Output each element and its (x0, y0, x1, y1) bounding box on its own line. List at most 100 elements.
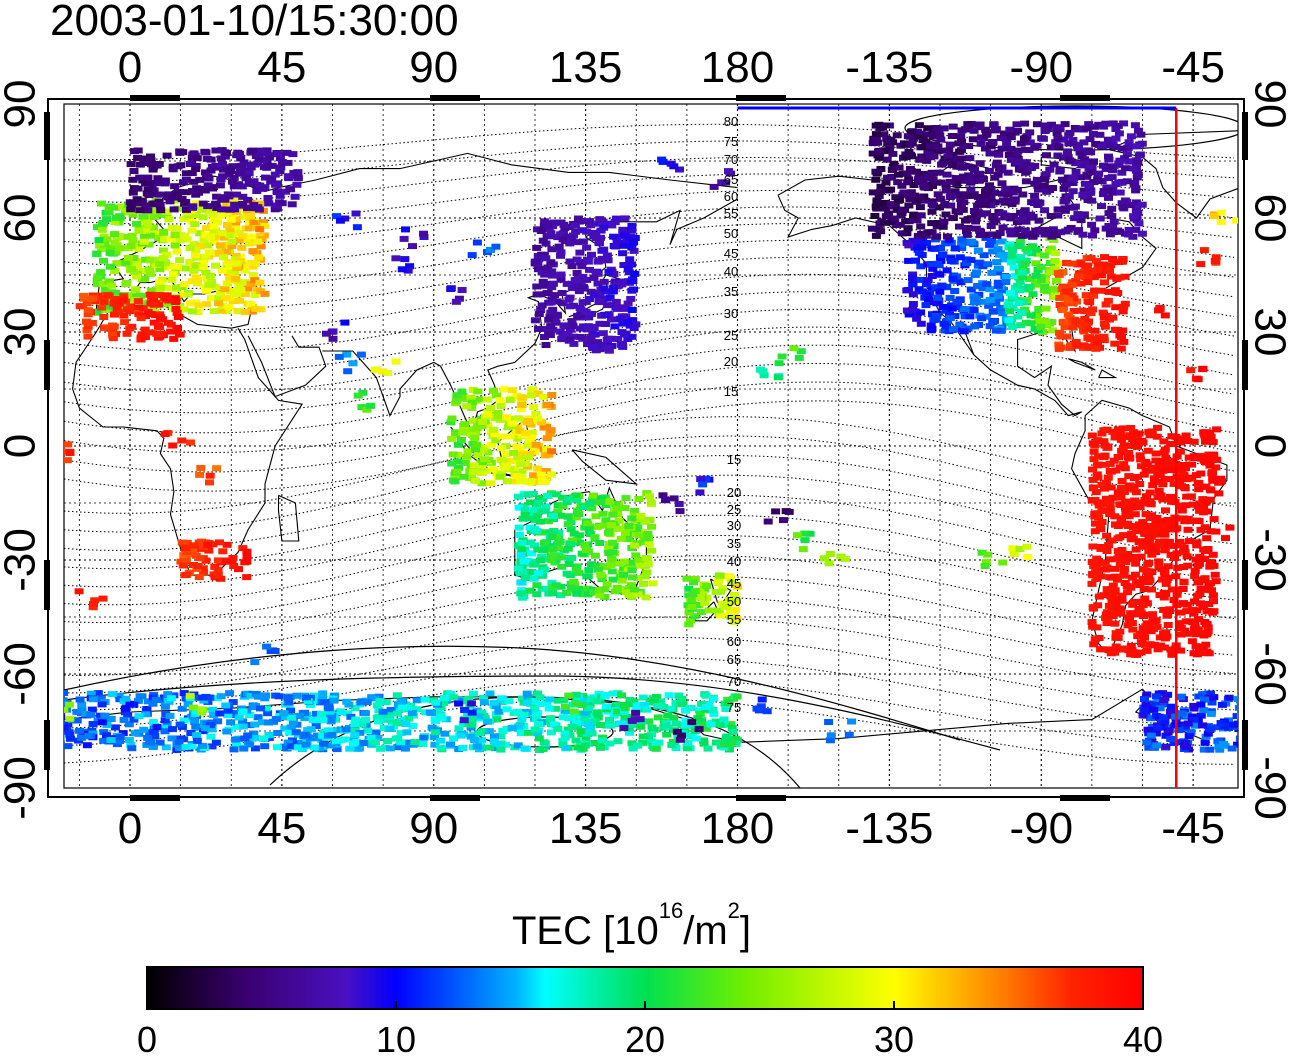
tec-cell (585, 701, 595, 708)
tec-cell (199, 569, 209, 576)
tec-cell (547, 448, 556, 455)
tec-cell (520, 507, 530, 514)
tec-cell (908, 271, 918, 278)
tec-cell (641, 594, 651, 601)
tec-cell (1140, 696, 1149, 702)
tec-cell (447, 460, 457, 467)
tec-cell (1015, 278, 1025, 285)
tec-cell (1004, 299, 1014, 305)
tec-cell (1014, 166, 1024, 173)
tec-cell (629, 586, 639, 593)
tec-cell (656, 698, 666, 705)
tec-cell (1142, 493, 1152, 500)
tec-cell (231, 741, 241, 748)
tec-cell (535, 694, 545, 701)
tec-cell (507, 420, 517, 427)
tec-cell (204, 281, 214, 288)
tec-cell (512, 708, 522, 715)
tec-cell (112, 214, 121, 221)
tec-cell (1082, 322, 1091, 329)
tec-cell (1116, 501, 1126, 508)
tec-cell (558, 714, 568, 721)
tec-cell (258, 719, 267, 726)
tec-cell (346, 713, 356, 720)
tec-cell (708, 706, 718, 713)
tec-cell (546, 323, 556, 330)
tec-cell (732, 583, 742, 590)
tec-cell (1053, 152, 1063, 159)
tec-cell (1097, 272, 1106, 279)
tec-cell (725, 599, 735, 606)
tec-cell (901, 218, 911, 225)
tec-cell (604, 269, 614, 275)
tec-cell (899, 189, 909, 196)
tec-cell (868, 225, 877, 232)
tec-cell (952, 180, 962, 187)
tec-cell (662, 731, 672, 738)
tec-cell (1052, 291, 1062, 298)
tec-cell (566, 234, 575, 241)
tec-cell (1120, 465, 1130, 472)
tec-cell (1082, 262, 1092, 269)
tec-cell (1160, 475, 1170, 482)
tec-cell (572, 507, 582, 514)
tec-cell (1087, 580, 1097, 587)
tec-cell (1141, 511, 1151, 518)
tec-cell (537, 251, 547, 258)
tec-cell (1119, 303, 1129, 310)
tec-cell (240, 291, 250, 298)
tec-cell (1115, 274, 1125, 281)
tec-cell (1175, 538, 1185, 545)
tec-cell (54, 742, 63, 748)
tec-cell (687, 596, 697, 603)
tec-cell (518, 594, 528, 601)
tec-cell (519, 711, 529, 718)
tec-cell (146, 311, 156, 318)
tec-cell (1237, 743, 1238, 750)
tec-cell (1176, 624, 1186, 631)
tec-cell (587, 696, 597, 703)
tec-cell (880, 199, 890, 206)
tec-cell (886, 219, 896, 226)
tec-cell (516, 405, 526, 412)
tec-cell (120, 705, 130, 712)
tec-cell (253, 714, 263, 721)
tec-cell (147, 180, 157, 187)
tec-cell (632, 702, 642, 709)
tec-cell (928, 176, 938, 183)
tec-cell (1054, 143, 1064, 150)
tec-cell (1067, 260, 1077, 267)
tec-cell (563, 513, 573, 520)
tec-cell (300, 709, 310, 716)
tec-cell (652, 693, 661, 700)
tec-cell (999, 256, 1009, 263)
tec-cell (1192, 542, 1202, 549)
tec-cell (622, 238, 632, 245)
tec-cell (1034, 318, 1044, 325)
tec-cell (1088, 604, 1098, 611)
tec-cell (925, 143, 935, 150)
tec-cell (1108, 185, 1118, 192)
tec-cell (1215, 746, 1225, 753)
tec-cell (546, 715, 556, 722)
tec-cell (258, 185, 267, 192)
tec-cell (533, 710, 543, 717)
tec-cell (1152, 478, 1162, 485)
tec-cell (167, 735, 177, 742)
tec-cell (1189, 453, 1199, 460)
tec-cell (1125, 482, 1135, 489)
tec-cell (202, 155, 212, 162)
tec-cell (611, 243, 621, 250)
tec-cell (1052, 277, 1061, 284)
tec-cell (459, 473, 469, 480)
tec-cell (110, 268, 120, 275)
tec-cell (874, 226, 884, 233)
tec-cell (534, 266, 543, 273)
tec-cell (722, 733, 732, 740)
tec-cell (1087, 497, 1097, 504)
tec-cell (966, 286, 976, 293)
tec-cell (933, 260, 943, 267)
tec-cell (275, 192, 285, 199)
tec-cell (1068, 324, 1078, 331)
tec-cell (132, 220, 142, 227)
